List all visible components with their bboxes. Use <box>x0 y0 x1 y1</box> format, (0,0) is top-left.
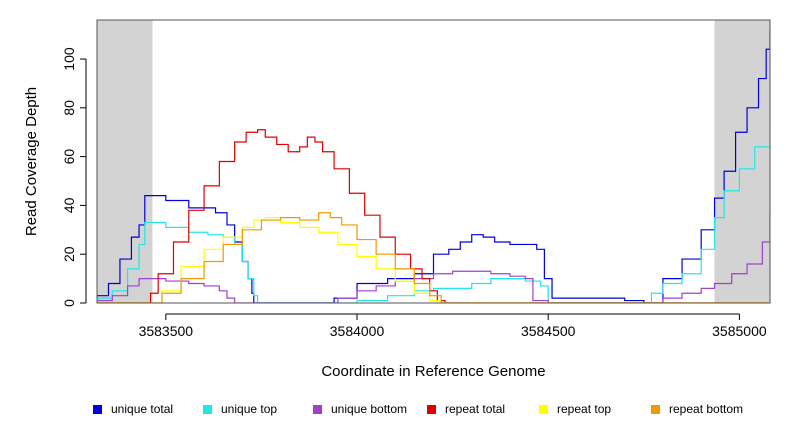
y-tick-label: 60 <box>61 149 77 165</box>
legend-swatch <box>313 404 322 414</box>
y-axis-title: Read Coverage Depth <box>23 87 40 236</box>
legend-swatch <box>93 404 102 414</box>
series-line-repeat-bottom <box>97 212 770 303</box>
legend-item: repeat total <box>427 398 505 420</box>
y-tick-label: 20 <box>61 246 77 262</box>
x-tick-label: 3584500 <box>521 323 576 339</box>
x-tick-label: 3583500 <box>139 323 194 339</box>
shaded-region <box>714 20 770 303</box>
x-tick-label: 3585000 <box>712 323 767 339</box>
y-tick-label: 40 <box>61 197 77 213</box>
y-tick-label: 0 <box>61 299 77 307</box>
legend-swatch <box>539 404 548 414</box>
legend-swatch <box>427 404 436 414</box>
legend-label: repeat total <box>445 402 506 416</box>
x-tick-label: 3584000 <box>330 323 385 339</box>
legend-item: repeat bottom <box>651 398 743 420</box>
shaded-region <box>97 20 153 303</box>
legend-label: unique total <box>111 402 174 416</box>
y-tick-label: 100 <box>61 47 77 71</box>
legend-item: repeat top <box>539 398 611 420</box>
legend-item: unique total <box>93 398 173 420</box>
legend-label: unique bottom <box>331 402 408 416</box>
legend-label: repeat bottom <box>669 402 744 416</box>
legend-swatch <box>203 404 212 414</box>
legend: unique total unique top unique bottom repea… <box>0 398 792 420</box>
plot-frame <box>96 19 771 304</box>
legend-label: unique top <box>221 402 278 416</box>
legend-swatch <box>651 404 660 414</box>
x-axis-title: Coordinate in Reference Genome <box>321 363 545 380</box>
series-line-unique-total <box>97 29 770 303</box>
legend-item: unique bottom <box>313 398 407 420</box>
y-tick-label: 80 <box>61 100 77 116</box>
legend-item: unique top <box>203 398 277 420</box>
legend-label: repeat top <box>557 402 612 416</box>
